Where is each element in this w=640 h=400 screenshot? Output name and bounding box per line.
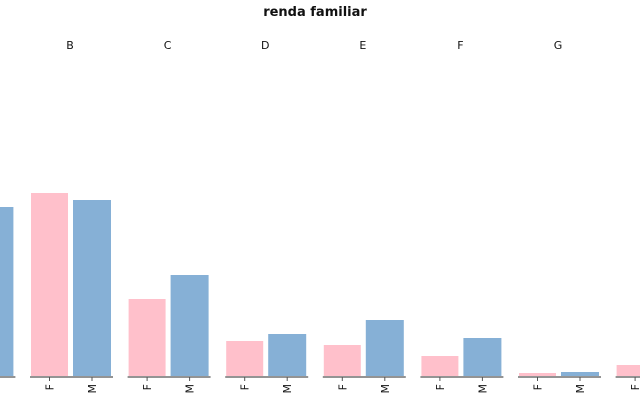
x-tick-label: M bbox=[86, 384, 99, 394]
bar bbox=[365, 320, 404, 376]
bar bbox=[616, 365, 640, 376]
bar bbox=[73, 200, 111, 376]
x-tick-label: F bbox=[239, 384, 252, 390]
bar bbox=[561, 372, 599, 376]
x-tick-label: F bbox=[336, 384, 349, 390]
facet-title: F bbox=[457, 39, 463, 52]
bar bbox=[170, 275, 209, 376]
x-tick-label: F bbox=[141, 384, 154, 390]
bar bbox=[323, 345, 361, 376]
bar bbox=[0, 207, 14, 376]
facet-title: D bbox=[261, 39, 269, 52]
bar bbox=[268, 334, 307, 376]
bar bbox=[128, 299, 166, 376]
x-tick-label: F bbox=[532, 384, 545, 390]
x-tick-label: M bbox=[0, 384, 1, 394]
x-tick-label: M bbox=[379, 384, 392, 394]
facet-title: C bbox=[164, 39, 172, 52]
bar bbox=[226, 341, 264, 376]
x-tick-label: F bbox=[629, 384, 640, 390]
x-tick-label: M bbox=[281, 384, 294, 394]
bar bbox=[463, 338, 502, 376]
x-tick-label: F bbox=[434, 384, 447, 390]
bar bbox=[31, 193, 68, 376]
facet-title: G bbox=[554, 39, 563, 52]
facet-title: B bbox=[66, 39, 74, 52]
x-tick-label: M bbox=[574, 384, 587, 394]
x-tick-label: M bbox=[184, 384, 197, 394]
x-tick-label: M bbox=[476, 384, 489, 394]
chart-title: renda familiar bbox=[263, 5, 367, 20]
bar bbox=[519, 373, 556, 376]
bar bbox=[421, 356, 459, 376]
x-tick-label: F bbox=[44, 384, 57, 390]
facet-title: E bbox=[359, 39, 366, 52]
